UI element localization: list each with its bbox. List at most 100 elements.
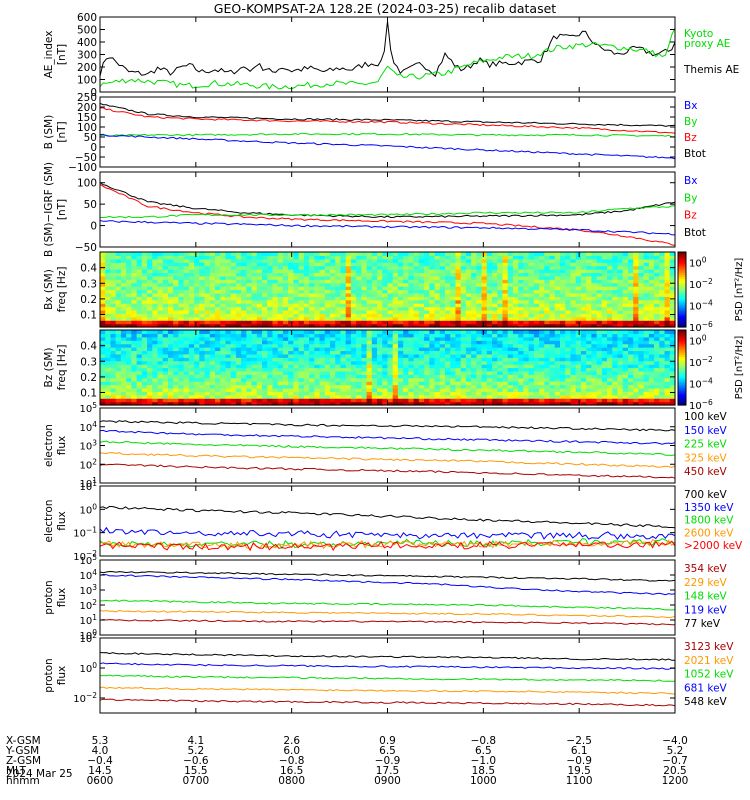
heatmap-cell [152,377,159,382]
heatmap-cell [293,275,300,280]
heatmap-cell [120,401,127,406]
heatmap-cell [110,316,117,321]
heatmap-cell [429,303,436,308]
heatmap-cell [455,391,462,396]
heatmap-cell [131,370,138,375]
heatmap-cell [314,343,321,348]
heatmap-cell [507,258,514,263]
heatmap-cell [199,377,206,382]
heatmap-cell [256,269,263,274]
heatmap-cell [241,262,247,267]
heatmap-cell [225,323,232,328]
heatmap-cell [262,292,268,297]
heatmap-cell [371,289,378,294]
heatmap-cell [512,296,519,301]
heatmap-cell [622,360,629,365]
heatmap-cell [215,279,221,284]
heatmap-cell [596,401,603,406]
heatmap-cell [382,282,389,287]
heatmap-cell [539,374,545,379]
heatmap-cell [246,364,253,369]
heatmap-cell [377,296,383,301]
heatmap-cell [659,306,666,311]
heatmap-cell [356,387,362,392]
heatmap-cell [570,272,577,277]
heatmap-cell [627,303,634,308]
heatmap-cell [147,398,153,403]
heatmap-cell [183,323,190,328]
heatmap-cell [512,258,519,263]
heatmap-cell [366,370,373,375]
heatmap-cell [361,303,368,308]
heatmap-cell [382,296,389,301]
heatmap-cell [282,391,289,396]
heatmap-cell [105,292,112,297]
heatmap-cell [366,252,373,257]
heatmap-cell [533,265,540,270]
heatmap-cell [350,343,357,348]
heatmap-cell [612,265,619,270]
heatmap-cell [387,350,394,355]
heatmap-cell [309,347,315,352]
heatmap-cell [549,394,556,399]
colorbar-step [678,265,686,268]
heatmap-cell [518,272,525,277]
heatmap-cell [314,258,321,263]
heatmap-cell [324,313,331,318]
heatmap-cell [131,289,138,294]
heatmap-cell [612,258,619,263]
heatmap-cell [633,374,640,379]
heatmap-cell [580,279,587,284]
heatmap-cell [382,353,389,358]
heatmap-cell [596,309,603,314]
heatmap-cell [439,289,446,294]
heatmap-cell [220,275,227,280]
heatmap-cell [377,377,383,382]
heatmap-cell [439,252,446,257]
heatmap-cell [152,357,159,362]
heatmap-cell [424,289,430,294]
heatmap-cell [560,398,566,403]
heatmap-cell [324,343,331,348]
heatmap-cell [549,370,556,375]
heatmap-cell [377,323,383,328]
heatmap-cell [518,391,525,396]
heatmap-cell [648,330,655,335]
heatmap-cell [105,401,112,406]
heatmap-cell [314,296,321,301]
heatmap-cell [627,313,634,318]
heatmap-cell [591,343,598,348]
heatmap-cell [162,272,169,277]
heatmap-cell [251,391,258,396]
heatmap-cell [601,364,608,369]
heatmap-cell [282,255,289,260]
heatmap-cell [136,296,143,301]
heatmap-cell [544,350,551,355]
heatmap-cell [204,286,211,291]
heatmap-cell [183,320,190,325]
heatmap-cell [413,265,420,270]
heatmap-cell [486,374,493,379]
heatmap-cell [225,374,232,379]
heatmap-cell [303,330,310,335]
heatmap-cell [591,279,598,284]
heatmap-cell [319,377,326,382]
heatmap-cell [518,258,525,263]
heatmap-cell [627,377,634,382]
heatmap-cell [298,398,305,403]
heatmap-cell [539,252,545,257]
heatmap-cell [627,387,634,392]
heatmap-cell [366,357,373,362]
heatmap-cell [476,364,483,369]
heatmap-cell [481,364,488,369]
heatmap-cell [199,296,206,301]
heatmap-cell [507,252,514,257]
heatmap-cell [298,269,305,274]
heatmap-cell [450,370,457,375]
heatmap-cell [607,367,613,372]
heatmap-cell [167,279,174,284]
y-tick-label: 150 [77,112,97,124]
heatmap-cell [178,303,185,308]
heatmap-cell [126,364,132,369]
heatmap-cell [131,374,138,379]
